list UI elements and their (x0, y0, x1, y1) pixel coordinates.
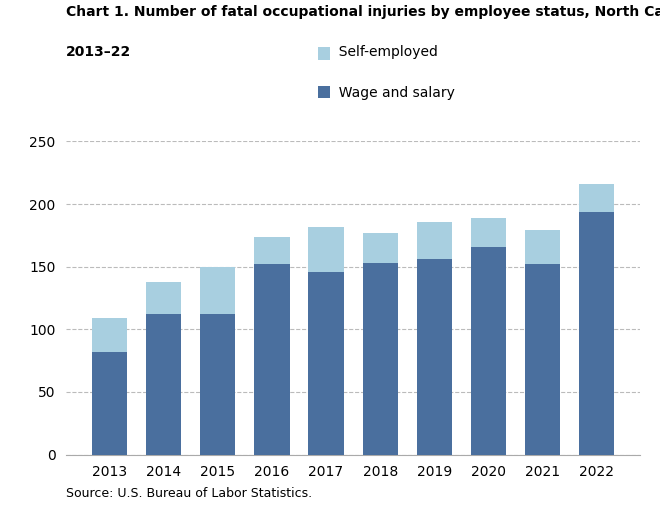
Bar (254, 236, 290, 264)
Bar (200, 267, 236, 314)
Bar (308, 272, 344, 454)
Bar (254, 264, 290, 454)
Bar (525, 230, 560, 264)
Bar (92, 318, 127, 352)
Bar (471, 246, 506, 454)
Bar (525, 264, 560, 454)
Bar (579, 212, 614, 454)
Bar (147, 314, 182, 454)
Bar (579, 184, 614, 212)
Text: Chart 1. Number of fatal occupational injuries by employee status, North Carolin: Chart 1. Number of fatal occupational in… (66, 5, 660, 19)
Bar (471, 218, 506, 246)
Bar (362, 233, 398, 263)
Bar (308, 227, 344, 272)
Bar (147, 282, 182, 314)
Bar (200, 314, 236, 454)
Text: Self-employed: Self-employed (330, 45, 438, 60)
Text: 2013–22: 2013–22 (66, 45, 131, 60)
Text: Wage and salary: Wage and salary (330, 86, 455, 100)
Bar (416, 222, 452, 259)
Bar (92, 352, 127, 454)
Bar (362, 263, 398, 454)
Bar (416, 259, 452, 454)
Text: Source: U.S. Bureau of Labor Statistics.: Source: U.S. Bureau of Labor Statistics. (66, 487, 312, 500)
